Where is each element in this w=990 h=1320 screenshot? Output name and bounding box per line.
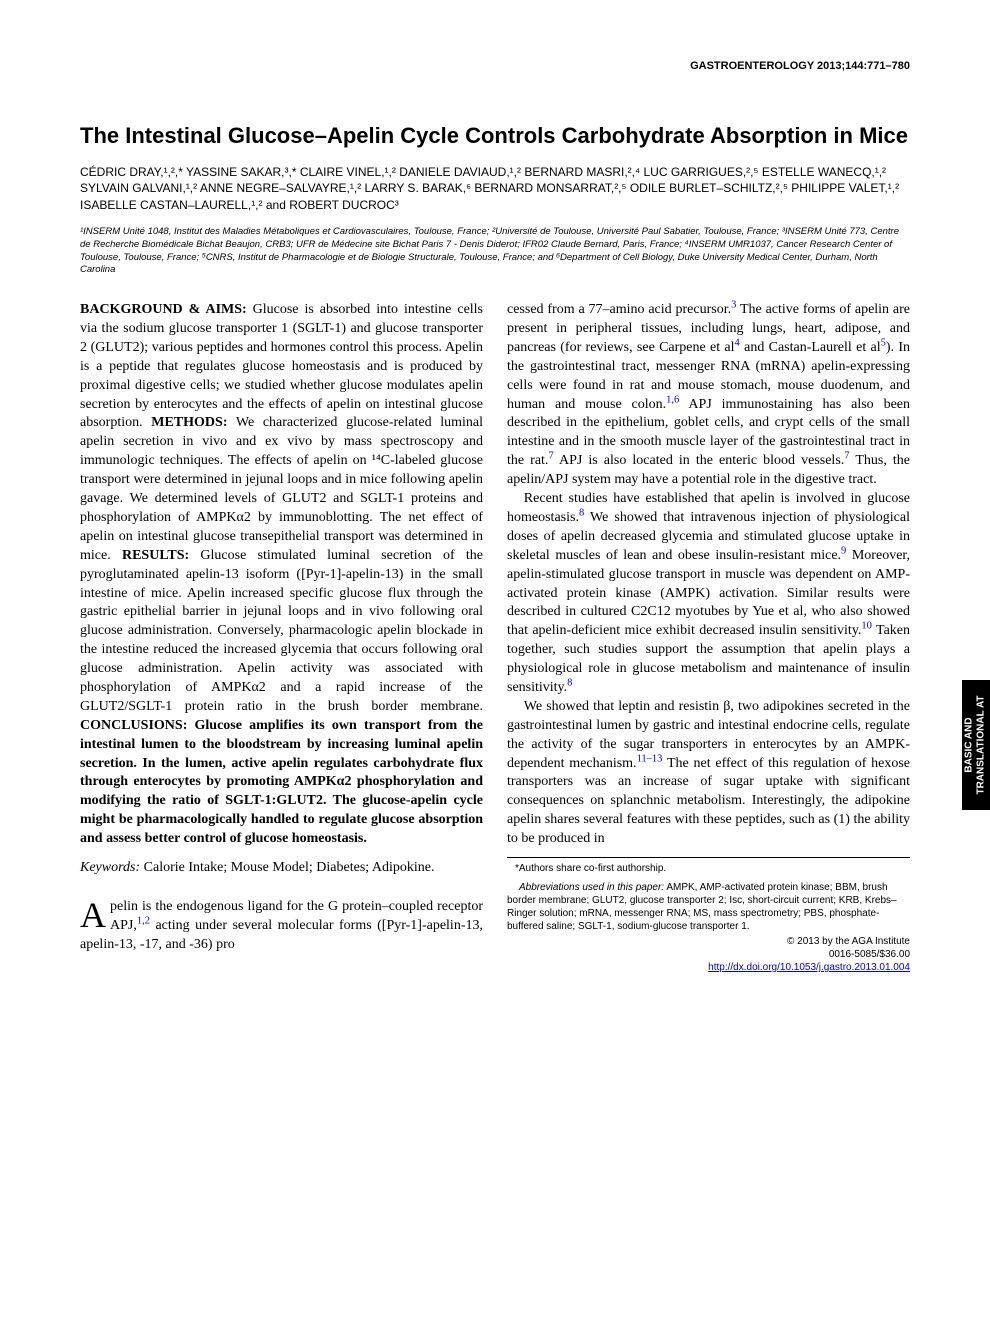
running-header: GASTROENTEROLOGY 2013;144:771–780 [80,60,910,72]
intro-p3: We showed that leptin and resistin β, tw… [507,698,910,849]
abstract-methods-label: METHODS: [151,415,227,430]
copyright-block: © 2013 by the AGA Institute 0016-5085/$3… [507,935,910,974]
intro-p1-continued: cessed from a 77–amino acid precursor.3 … [507,301,910,490]
copyright-line2: 0016-5085/$36.00 [507,948,910,961]
intro-p2: Recent studies have established that ape… [507,490,910,698]
spacer [80,888,483,898]
citation-ref[interactable]: 1,2 [137,915,150,926]
citation-ref[interactable]: 10 [861,621,872,632]
footnote-abbrev-label: Abbreviations used in this paper: [519,882,664,893]
keywords-label: Keywords: [80,860,140,875]
dropcap-letter: A [80,898,110,930]
keywords-text: Calorie Intake; Mouse Model; Diabetes; A… [140,860,434,875]
page-container: GASTROENTEROLOGY 2013;144:771–780 The In… [0,0,990,1014]
abstract-background-text: Glucose is absorbed into intestine cells… [80,302,483,430]
section-tab-line1: BASIC AND [964,717,975,772]
footnote-cofirst: *Authors share co-first authorship. [507,862,910,875]
intro-p1b: cessed from a 77–amino acid precursor. [507,302,731,317]
abstract-paragraph: BACKGROUND & AIMS: Glucose is absorbed i… [80,301,483,849]
abstract-methods-text: We characterized glucose-related luminal… [80,415,483,562]
abstract-background-label: BACKGROUND & AIMS: [80,302,247,317]
citation-ref[interactable]: 11–13 [637,753,663,764]
citation-ref[interactable]: 1,6 [666,394,679,405]
spacer [80,849,483,859]
section-tab-text: BASIC AND TRANSLATIONAL AT [964,695,988,794]
footnote-rule [507,857,910,858]
abstract-results-label: RESULTS: [122,548,189,563]
intro-p1-start: Apelin is the endogenous ligand for the … [80,898,483,955]
intro-p1b-cont2: and Castan-Laurell et al [740,340,881,355]
doi-link[interactable]: http://dx.doi.org/10.1053/j.gastro.2013.… [708,962,910,973]
abstract-conclusions-label: CONCLUSIONS: [80,718,187,733]
article-title: The Intestinal Glucose–Apelin Cycle Cont… [80,122,910,150]
citation-ref[interactable]: 8 [567,677,572,688]
copyright-line1: © 2013 by the AGA Institute [507,935,910,948]
author-list: CÉDRIC DRAY,¹,²,* YASSINE SAKAR,³,* CLAI… [80,164,910,214]
body-columns: BACKGROUND & AIMS: Glucose is absorbed i… [80,301,910,974]
section-tab: BASIC AND TRANSLATIONAL AT [962,680,990,810]
intro-p1b-cont5: APJ is also located in the enteric blood… [554,453,845,468]
spacer [80,878,483,888]
affiliations: ¹INSERM Unité 1048, Institut des Maladie… [80,226,910,277]
section-tab-line2: TRANSLATIONAL AT [976,695,987,794]
abstract-results-text: Glucose stimulated luminal secretion of … [80,548,483,714]
footnote-abbreviations: Abbreviations used in this paper: AMPK, … [507,881,910,933]
abstract-conclusions-text: Glucose amplifies its own transport from… [80,718,483,846]
keywords-line: Keywords: Calorie Intake; Mouse Model; D… [80,859,483,878]
